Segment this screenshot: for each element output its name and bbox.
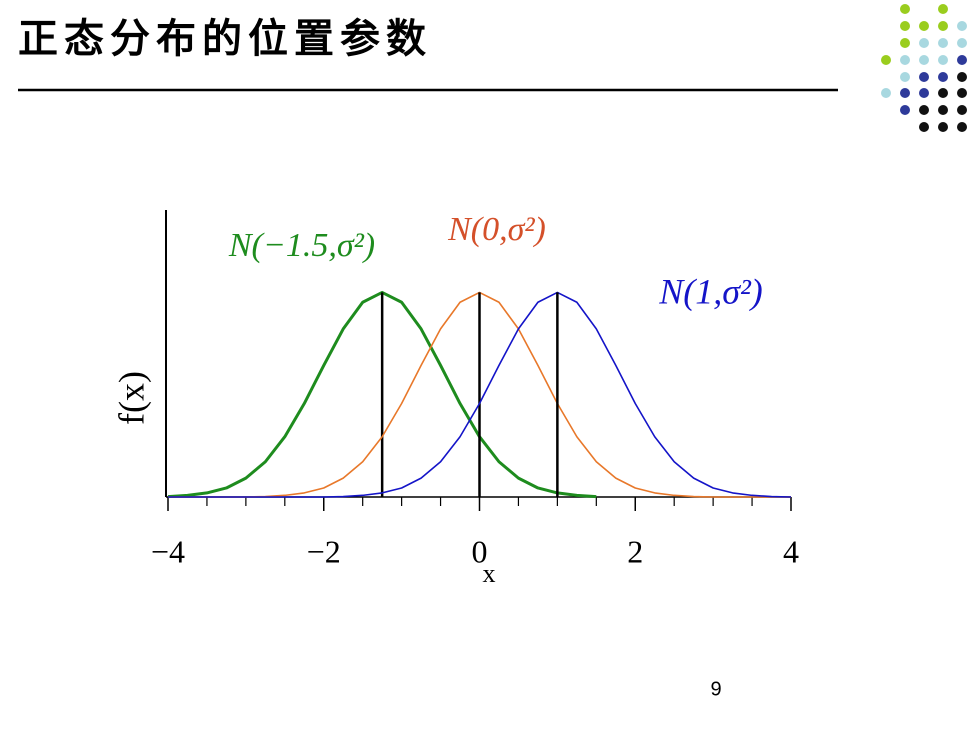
x-tick-label: 4	[783, 533, 799, 569]
x-tick-label: −4	[151, 533, 185, 569]
curve-label: N(1,σ²)	[658, 271, 763, 311]
x-tick-label: −2	[307, 533, 341, 569]
curve-label: N(0,σ²)	[447, 211, 546, 248]
x-tick-label: 0	[472, 533, 488, 569]
x-axis-label: x	[483, 559, 496, 588]
x-tick-label: 2	[627, 533, 643, 569]
curve-label: N(−1.5,σ²)	[228, 227, 375, 264]
y-axis-label: f(x)	[111, 371, 151, 425]
slide-title: 正态分布的位置参数	[18, 15, 432, 62]
curve	[168, 291, 792, 498]
decoration-dots	[881, 4, 967, 132]
page-number: 9	[710, 678, 721, 700]
